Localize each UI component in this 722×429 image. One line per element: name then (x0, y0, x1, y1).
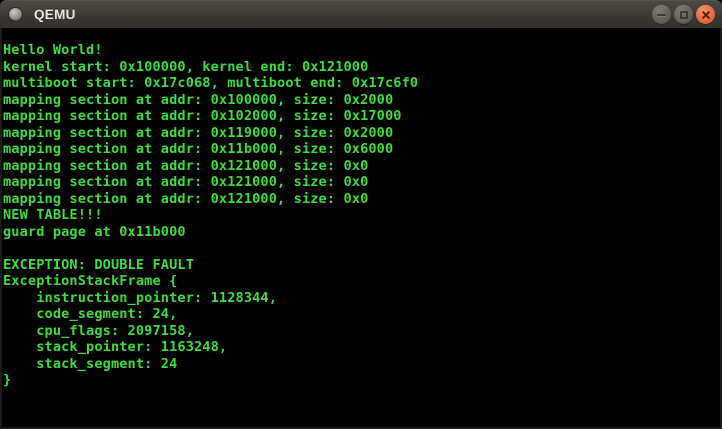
console-line: mapping section at addr: 0x121000, size:… (3, 190, 369, 207)
console-line: kernel start: 0x100000, kernel end: 0x12… (3, 58, 369, 75)
maximize-icon (679, 10, 688, 19)
close-button[interactable] (696, 5, 715, 24)
close-icon (696, 5, 715, 24)
window-title: QEMU (34, 6, 76, 22)
console-line: instruction_pointer: 1128344, (3, 289, 278, 306)
console-line: code_segment: 24, (3, 306, 178, 322)
console-line: mapping section at addr: 0x102000, size:… (3, 108, 402, 124)
console-line: ExceptionStackFrame { (3, 273, 178, 289)
console-line: cpu_flags: 2097158, (3, 322, 194, 339)
window-controls (652, 5, 722, 24)
qemu-app-icon (9, 8, 22, 21)
window-titlebar[interactable]: QEMU (0, 0, 722, 28)
console-line: mapping section at addr: 0x121000, size:… (3, 174, 369, 190)
titlebar-left-group: QEMU (0, 8, 76, 22)
maximize-button[interactable] (674, 5, 693, 24)
minimize-icon (657, 14, 666, 16)
console-line: mapping section at addr: 0x119000, size:… (3, 124, 394, 141)
console-line: stack_pointer: 1163248, (3, 339, 228, 355)
console-line (3, 240, 719, 257)
minimize-button[interactable] (652, 5, 671, 24)
console-line: multiboot start: 0x17c068, multiboot end… (3, 75, 419, 91)
console-line: mapping section at addr: 0x11b000, size:… (3, 141, 394, 157)
console-line: mapping section at addr: 0x100000, size:… (3, 91, 394, 108)
console-output: Hello World! kernel start: 0x100000, kern… (3, 42, 719, 389)
console-line: } (3, 372, 12, 388)
console-line: NEW TABLE!!! (3, 207, 103, 223)
console-line: stack_segment: 24 (3, 355, 178, 372)
vga-console-screen[interactable]: Hello World! kernel start: 0x100000, kern… (0, 28, 722, 429)
console-line: Hello World! (3, 42, 103, 58)
console-line: mapping section at addr: 0x121000, size:… (3, 157, 369, 174)
console-line: EXCEPTION: DOUBLE FAULT (3, 256, 194, 273)
console-line: guard page at 0x11b000 (3, 223, 186, 240)
